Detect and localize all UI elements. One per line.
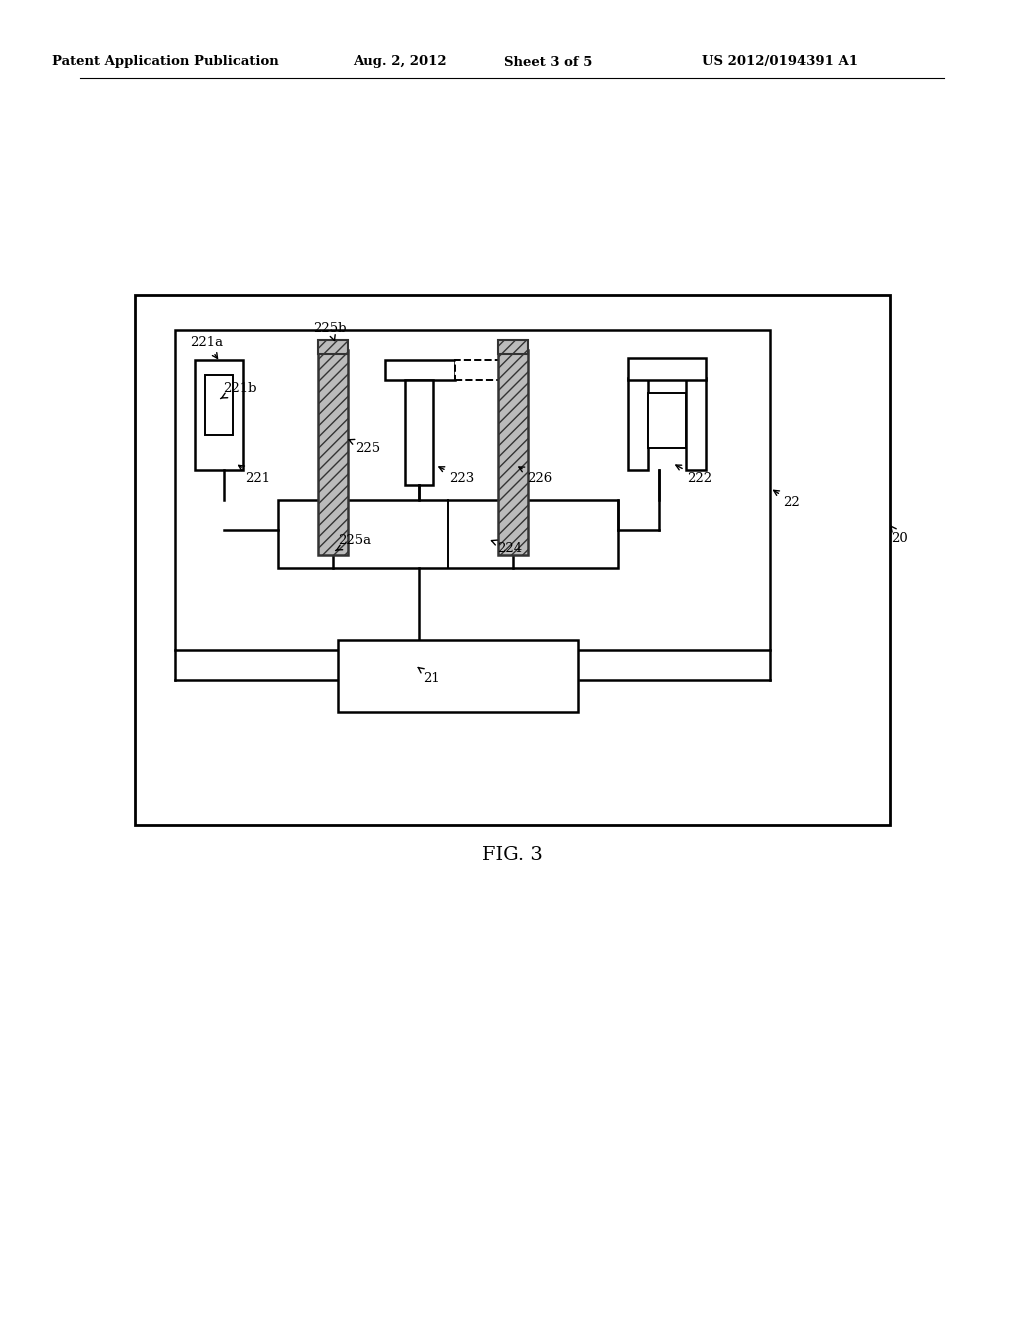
- Bar: [338, 640, 578, 711]
- Bar: [135, 294, 890, 825]
- Text: Aug. 2, 2012: Aug. 2, 2012: [353, 55, 446, 69]
- Bar: [318, 341, 348, 354]
- Bar: [195, 360, 243, 470]
- Bar: [205, 375, 233, 436]
- Bar: [175, 330, 770, 649]
- Bar: [455, 360, 520, 380]
- Bar: [628, 378, 648, 470]
- Bar: [406, 380, 433, 484]
- Text: 221a: 221a: [190, 337, 223, 359]
- Text: 21: 21: [418, 668, 440, 685]
- Bar: [318, 350, 348, 554]
- Text: 22: 22: [774, 490, 801, 508]
- Text: 225a: 225a: [336, 533, 372, 550]
- Text: FIG. 3: FIG. 3: [481, 846, 543, 865]
- Bar: [686, 378, 706, 470]
- Text: US 2012/0194391 A1: US 2012/0194391 A1: [702, 55, 858, 69]
- Text: 225b: 225b: [313, 322, 347, 341]
- Text: 222: 222: [676, 465, 713, 484]
- Text: Patent Application Publication: Patent Application Publication: [51, 55, 279, 69]
- Text: 226: 226: [519, 467, 553, 484]
- Bar: [648, 393, 686, 447]
- Text: 225: 225: [349, 440, 381, 454]
- Text: Sheet 3 of 5: Sheet 3 of 5: [504, 55, 592, 69]
- Bar: [385, 360, 455, 380]
- Text: 224: 224: [492, 540, 522, 554]
- Bar: [498, 341, 528, 354]
- Text: 221b: 221b: [220, 381, 257, 399]
- Bar: [498, 350, 528, 554]
- Text: 223: 223: [439, 467, 475, 484]
- Bar: [278, 500, 618, 568]
- Text: 20: 20: [891, 527, 908, 544]
- Bar: [628, 358, 706, 380]
- Text: 221: 221: [239, 466, 270, 484]
